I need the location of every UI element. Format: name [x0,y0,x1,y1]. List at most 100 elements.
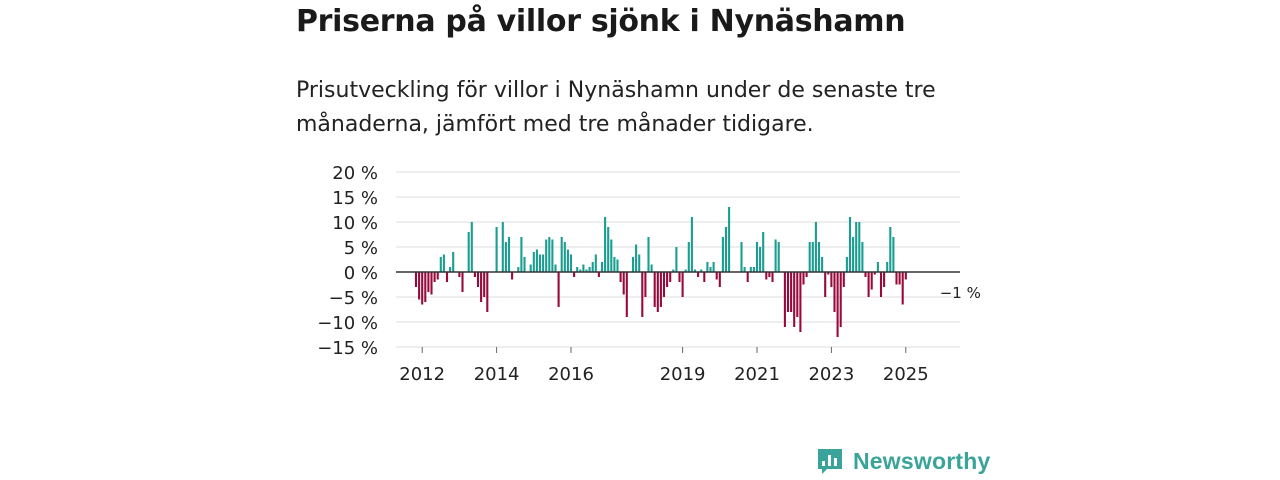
bar [631,257,635,272]
bar [644,272,647,297]
x-tick-label: 2023 [808,364,854,385]
bar [861,242,864,272]
bar [414,272,418,287]
bar [421,272,424,305]
x-tick-label: 2025 [883,364,929,385]
bar [777,242,780,272]
brand-name: Newsworthy [853,447,991,474]
bar [532,252,535,272]
bar [635,244,638,272]
bar [476,272,480,287]
bar [786,272,790,312]
bar [864,272,867,277]
bar [892,237,895,272]
x-tick-label: 2016 [548,364,594,385]
bar [480,272,483,302]
bar [669,272,672,282]
bar [672,269,675,272]
bar [703,272,706,282]
bar [678,272,681,282]
y-tick-label: −10 % [317,313,378,334]
bar [638,254,641,272]
bar [709,267,712,272]
bar [569,254,573,272]
bar [783,272,786,327]
bar [858,222,861,272]
bar [700,269,703,272]
bar [666,272,669,287]
y-tick-label: 5 % [344,238,378,259]
bar [538,254,542,272]
bar [901,272,904,305]
bar [424,272,427,302]
bar [600,262,604,272]
bar [873,272,876,275]
bar [594,254,597,272]
bar [715,272,718,280]
bar [830,272,833,287]
bar [790,272,793,312]
bar [483,272,486,297]
bar [687,242,690,272]
bar [811,242,814,272]
bar [852,237,855,272]
bar [427,272,430,292]
bar [619,272,622,282]
x-tick-label: 2021 [734,364,780,385]
bar [613,257,616,272]
bar [576,267,579,272]
bar [523,257,526,272]
y-tick-label: 15 % [332,188,378,209]
bar [876,262,879,272]
bar [802,272,805,285]
bar [566,249,569,272]
bar [591,262,594,272]
bar [836,272,839,337]
bar [808,242,811,272]
bar [746,272,749,282]
bar [418,272,421,300]
bar [545,239,548,272]
bar [712,262,715,272]
bar [470,222,473,272]
annotations: −1 % [940,284,981,302]
bar [768,272,771,277]
bar [442,254,445,272]
bar [585,269,588,272]
bar [588,267,591,272]
bar [842,272,845,287]
bar [542,254,545,272]
bar [693,269,697,272]
bar [662,272,666,297]
bar [796,272,799,317]
bar [433,272,436,282]
bar [721,237,724,272]
bar [659,272,662,307]
bar [904,272,907,280]
bar [762,232,765,272]
bar [743,267,746,272]
bar [848,217,852,272]
bar [898,272,901,285]
bar [573,272,576,277]
x-tick-label: 2012 [399,364,445,385]
bar [641,272,644,317]
bar [656,272,659,312]
bar [752,267,755,272]
bar [504,242,507,272]
bar [597,272,600,277]
bar [718,272,721,287]
bar-chart: 20 %15 %10 %5 %0 %−5 %−10 %−15 % 2012 201… [317,163,981,385]
bar [653,272,656,307]
bar [486,272,489,312]
bar [675,247,678,272]
x-tick-label: 2014 [474,364,520,385]
bar [765,272,768,280]
bar [697,272,700,277]
bar [845,257,848,272]
bar [507,237,511,272]
bar [604,217,607,272]
newsworthy-logo-icon [818,449,842,474]
bars [414,207,907,337]
y-tick-label: 10 % [332,213,378,234]
